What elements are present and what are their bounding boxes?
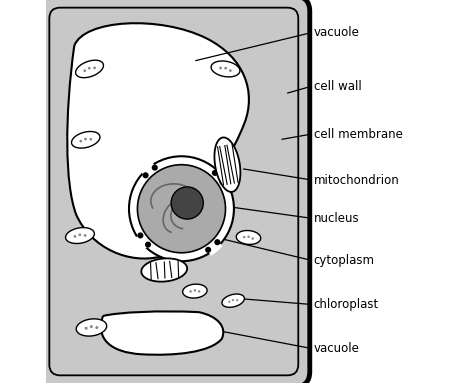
Circle shape (145, 242, 151, 248)
Circle shape (212, 170, 218, 176)
PathPatch shape (67, 23, 249, 259)
Polygon shape (76, 319, 107, 336)
Circle shape (232, 299, 234, 301)
Circle shape (93, 67, 96, 69)
Polygon shape (141, 259, 187, 282)
Circle shape (193, 289, 196, 291)
Circle shape (236, 299, 238, 301)
Text: chloroplast: chloroplast (314, 298, 379, 311)
Text: cell wall: cell wall (314, 80, 361, 93)
Polygon shape (211, 61, 240, 77)
Circle shape (214, 239, 220, 245)
Circle shape (84, 137, 87, 141)
Circle shape (219, 179, 226, 185)
Circle shape (79, 233, 81, 236)
Text: cell membrane: cell membrane (314, 128, 402, 141)
Text: nucleus: nucleus (314, 212, 359, 225)
Circle shape (95, 326, 99, 329)
Text: vacuole: vacuole (314, 26, 359, 39)
Circle shape (224, 67, 227, 70)
Polygon shape (236, 231, 261, 244)
Circle shape (247, 236, 250, 238)
Polygon shape (214, 137, 240, 192)
Circle shape (85, 327, 88, 330)
Circle shape (143, 172, 149, 178)
Text: cytoplasm: cytoplasm (314, 254, 374, 267)
Polygon shape (182, 284, 207, 298)
Circle shape (80, 140, 82, 142)
Circle shape (83, 69, 86, 72)
Circle shape (73, 235, 76, 238)
Polygon shape (65, 228, 94, 244)
FancyBboxPatch shape (38, 0, 310, 383)
Circle shape (137, 165, 226, 253)
Circle shape (137, 232, 144, 239)
Circle shape (252, 237, 254, 240)
Circle shape (243, 236, 246, 238)
Polygon shape (222, 294, 245, 307)
Polygon shape (72, 131, 100, 148)
Text: vacuole: vacuole (314, 342, 359, 355)
Circle shape (84, 234, 86, 237)
Circle shape (219, 67, 222, 69)
Circle shape (129, 156, 234, 261)
Circle shape (229, 69, 232, 72)
Circle shape (171, 187, 203, 219)
Circle shape (198, 290, 201, 293)
Circle shape (189, 290, 192, 293)
Polygon shape (76, 60, 103, 78)
Circle shape (90, 325, 93, 328)
Circle shape (88, 67, 91, 70)
Text: mitochondrion: mitochondrion (314, 173, 400, 187)
PathPatch shape (101, 311, 223, 355)
Circle shape (90, 138, 92, 141)
Circle shape (205, 247, 211, 253)
Circle shape (152, 165, 158, 171)
Circle shape (228, 301, 230, 303)
